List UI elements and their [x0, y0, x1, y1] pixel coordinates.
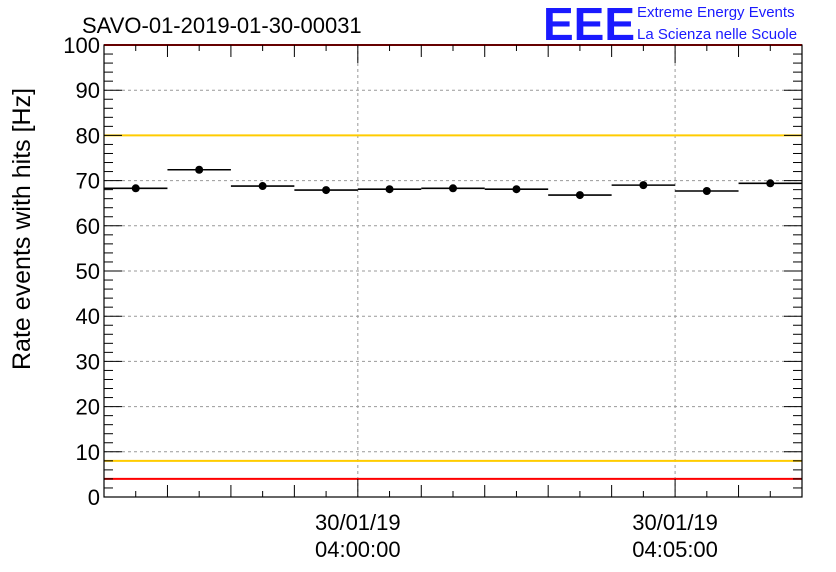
plot-frame	[103, 44, 803, 498]
data-points	[104, 165, 802, 200]
x-tick-time-0: 04:00:00	[315, 537, 401, 562]
data-point-marker-9	[702, 186, 711, 195]
data-point-0	[104, 184, 168, 193]
data-point-marker-3	[322, 186, 331, 195]
data-point-4	[357, 185, 422, 194]
data-point-marker-7	[575, 191, 584, 200]
logo-mark: EEE	[543, 0, 635, 50]
logo-line2: La Scienza nelle Scuole	[637, 26, 797, 43]
eee-logo: EEE Extreme Energy Events La Scienza nel…	[543, 0, 797, 50]
x-tick-time-5: 04:05:00	[632, 537, 718, 562]
data-point-marker-2	[258, 182, 267, 191]
grid	[104, 45, 802, 497]
data-point-5	[421, 184, 485, 193]
y-tick-label-100: 100	[63, 33, 100, 58]
y-tick-label-20: 20	[76, 395, 100, 420]
logo-line1: Extreme Energy Events	[637, 4, 795, 21]
data-point-7	[548, 191, 612, 200]
y-tick-labels: 0 10 20 30 40 50 60 70 80 90 100	[63, 33, 100, 510]
data-point-marker-8	[639, 181, 648, 190]
y-tick-label-80: 80	[76, 123, 100, 148]
data-point-1	[167, 165, 231, 174]
chart-title: SAVO-01-2019-01-30-00031	[82, 13, 362, 38]
reference-lines	[104, 44, 802, 480]
data-point-marker-5	[449, 184, 457, 193]
data-point-marker-10	[766, 179, 775, 188]
y-tick-label-90: 90	[76, 78, 100, 103]
data-point-2	[230, 182, 295, 191]
x-tick-date-0: 30/01/19	[315, 510, 401, 535]
data-point-marker-0	[131, 184, 140, 193]
data-point-10	[738, 179, 802, 188]
x-tick-date-5: 30/01/19	[632, 510, 718, 535]
y-tick-label-50: 50	[76, 259, 100, 284]
data-point-marker-6	[512, 185, 521, 194]
y-tick-label-70: 70	[76, 169, 100, 194]
data-point-3	[294, 186, 358, 195]
y-axis-label: Rate events with hits [Hz]	[8, 88, 36, 370]
y-tick-label-30: 30	[76, 349, 100, 374]
y-tick-label-60: 60	[76, 214, 100, 239]
y-tick-label-10: 10	[76, 440, 100, 465]
data-point-marker-4	[385, 185, 394, 194]
data-point-8	[611, 181, 676, 190]
data-point-9	[675, 186, 739, 195]
data-point-marker-1	[195, 165, 204, 174]
y-tick-label-0: 0	[88, 485, 100, 510]
y-tick-label-40: 40	[76, 304, 100, 329]
data-point-6	[484, 185, 549, 194]
